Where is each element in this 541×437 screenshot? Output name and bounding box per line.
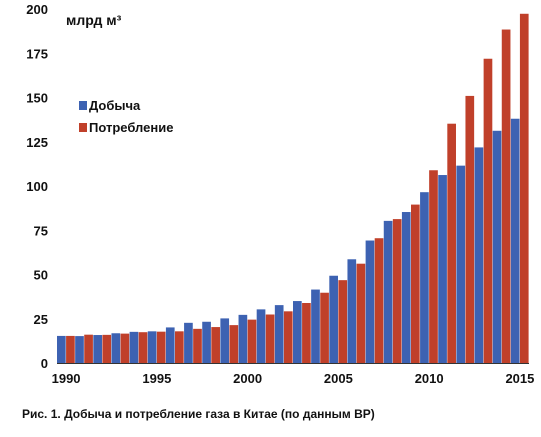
- bar-production-1996: [165, 327, 175, 363]
- x-tick-label-2000: 2000: [233, 371, 262, 386]
- bar-production-1992: [93, 335, 102, 363]
- bar-consumption-2002: [283, 311, 293, 363]
- y-tick-label-75: 75: [34, 223, 48, 238]
- y-tick-label-150: 150: [26, 91, 48, 106]
- bar-production-2007: [365, 240, 375, 363]
- x-tick-label-2015: 2015: [505, 371, 534, 386]
- bar-production-1999: [220, 318, 230, 363]
- bar-production-2000: [238, 314, 248, 363]
- legend: Добыча Потребление: [79, 98, 173, 135]
- bar-consumption-2007: [374, 238, 384, 363]
- y-tick-label-175: 175: [26, 46, 48, 61]
- legend-swatch-production: [79, 101, 87, 110]
- x-tick-label-1995: 1995: [142, 371, 171, 386]
- y-tick-label-25: 25: [34, 312, 48, 327]
- bar-consumption-2013: [483, 58, 493, 364]
- unit-label: млрд м³: [66, 12, 122, 28]
- bar-consumption-2008: [392, 219, 402, 363]
- bar-consumption-1996: [175, 331, 184, 363]
- bar-consumption-2015: [519, 13, 529, 364]
- bar-production-2012: [456, 165, 466, 363]
- bar-production-2002: [274, 305, 284, 363]
- bar-production-2003: [293, 301, 302, 363]
- bar-consumption-2010: [429, 170, 438, 363]
- bar-production-2015: [510, 118, 520, 364]
- bar-consumption-1991: [84, 334, 93, 363]
- bar-production-2006: [347, 259, 357, 363]
- bar-consumption-2011: [447, 123, 456, 363]
- y-tick-label-125: 125: [26, 135, 48, 150]
- bar-consumption-1993: [120, 333, 130, 363]
- bar-consumption-1990: [66, 335, 75, 363]
- bar-production-2001: [256, 309, 266, 363]
- bar-production-1998: [202, 321, 211, 363]
- bar-production-2014: [492, 130, 502, 363]
- bar-consumption-2000: [247, 319, 257, 363]
- bar-consumption-1998: [211, 327, 220, 363]
- bar-consumption-2003: [302, 303, 311, 363]
- bar-consumption-2006: [356, 263, 366, 363]
- bar-consumption-1995: [156, 331, 166, 363]
- gas-production-consumption-chart: 0 25 50 75 100 125 150 175 200 1990 1995 2000 2005 2…: [26, 2, 535, 386]
- y-tick-label-100: 100: [26, 179, 48, 194]
- bar-consumption-2014: [501, 29, 511, 364]
- bars-group: [57, 13, 529, 364]
- bar-production-2011: [438, 175, 447, 363]
- bar-consumption-1992: [102, 334, 112, 363]
- bar-consumption-2001: [265, 314, 275, 363]
- bar-consumption-2012: [465, 95, 475, 363]
- bar-production-1990: [57, 335, 66, 363]
- bar-production-2005: [329, 275, 338, 363]
- bar-production-1997: [184, 322, 193, 363]
- bar-production-1995: [147, 331, 157, 363]
- y-tick-label-200: 200: [26, 2, 48, 17]
- bar-consumption-2005: [338, 280, 348, 363]
- bar-production-1991: [75, 336, 84, 363]
- bar-consumption-1999: [229, 325, 239, 363]
- bar-production-2008: [383, 220, 393, 363]
- y-tick-label-0: 0: [41, 356, 48, 371]
- y-tick-label-50: 50: [34, 268, 48, 283]
- legend-swatch-consumption: [79, 123, 87, 132]
- figure-caption: Рис. 1. Добыча и потребление газа в Кита…: [22, 407, 375, 421]
- bar-production-1994: [129, 331, 139, 363]
- bar-production-2009: [401, 212, 411, 363]
- bar-consumption-1997: [193, 328, 202, 363]
- bar-consumption-1994: [138, 332, 148, 363]
- x-tick-labels: 1990 1995 2000 2005 2010 2015: [52, 371, 535, 386]
- bar-production-2004: [311, 289, 320, 363]
- x-tick-label-2005: 2005: [324, 371, 353, 386]
- x-tick-label-1990: 1990: [52, 371, 81, 386]
- legend-label-production: Добыча: [89, 98, 141, 113]
- bar-consumption-2009: [411, 204, 420, 363]
- y-tick-labels: 0 25 50 75 100 125 150 175 200: [26, 2, 48, 371]
- x-tick-label-2010: 2010: [415, 371, 444, 386]
- legend-label-consumption: Потребление: [89, 120, 173, 135]
- bar-production-2010: [420, 192, 429, 363]
- bar-consumption-2004: [320, 292, 329, 363]
- bar-production-2013: [474, 147, 484, 363]
- bar-production-1993: [111, 333, 121, 363]
